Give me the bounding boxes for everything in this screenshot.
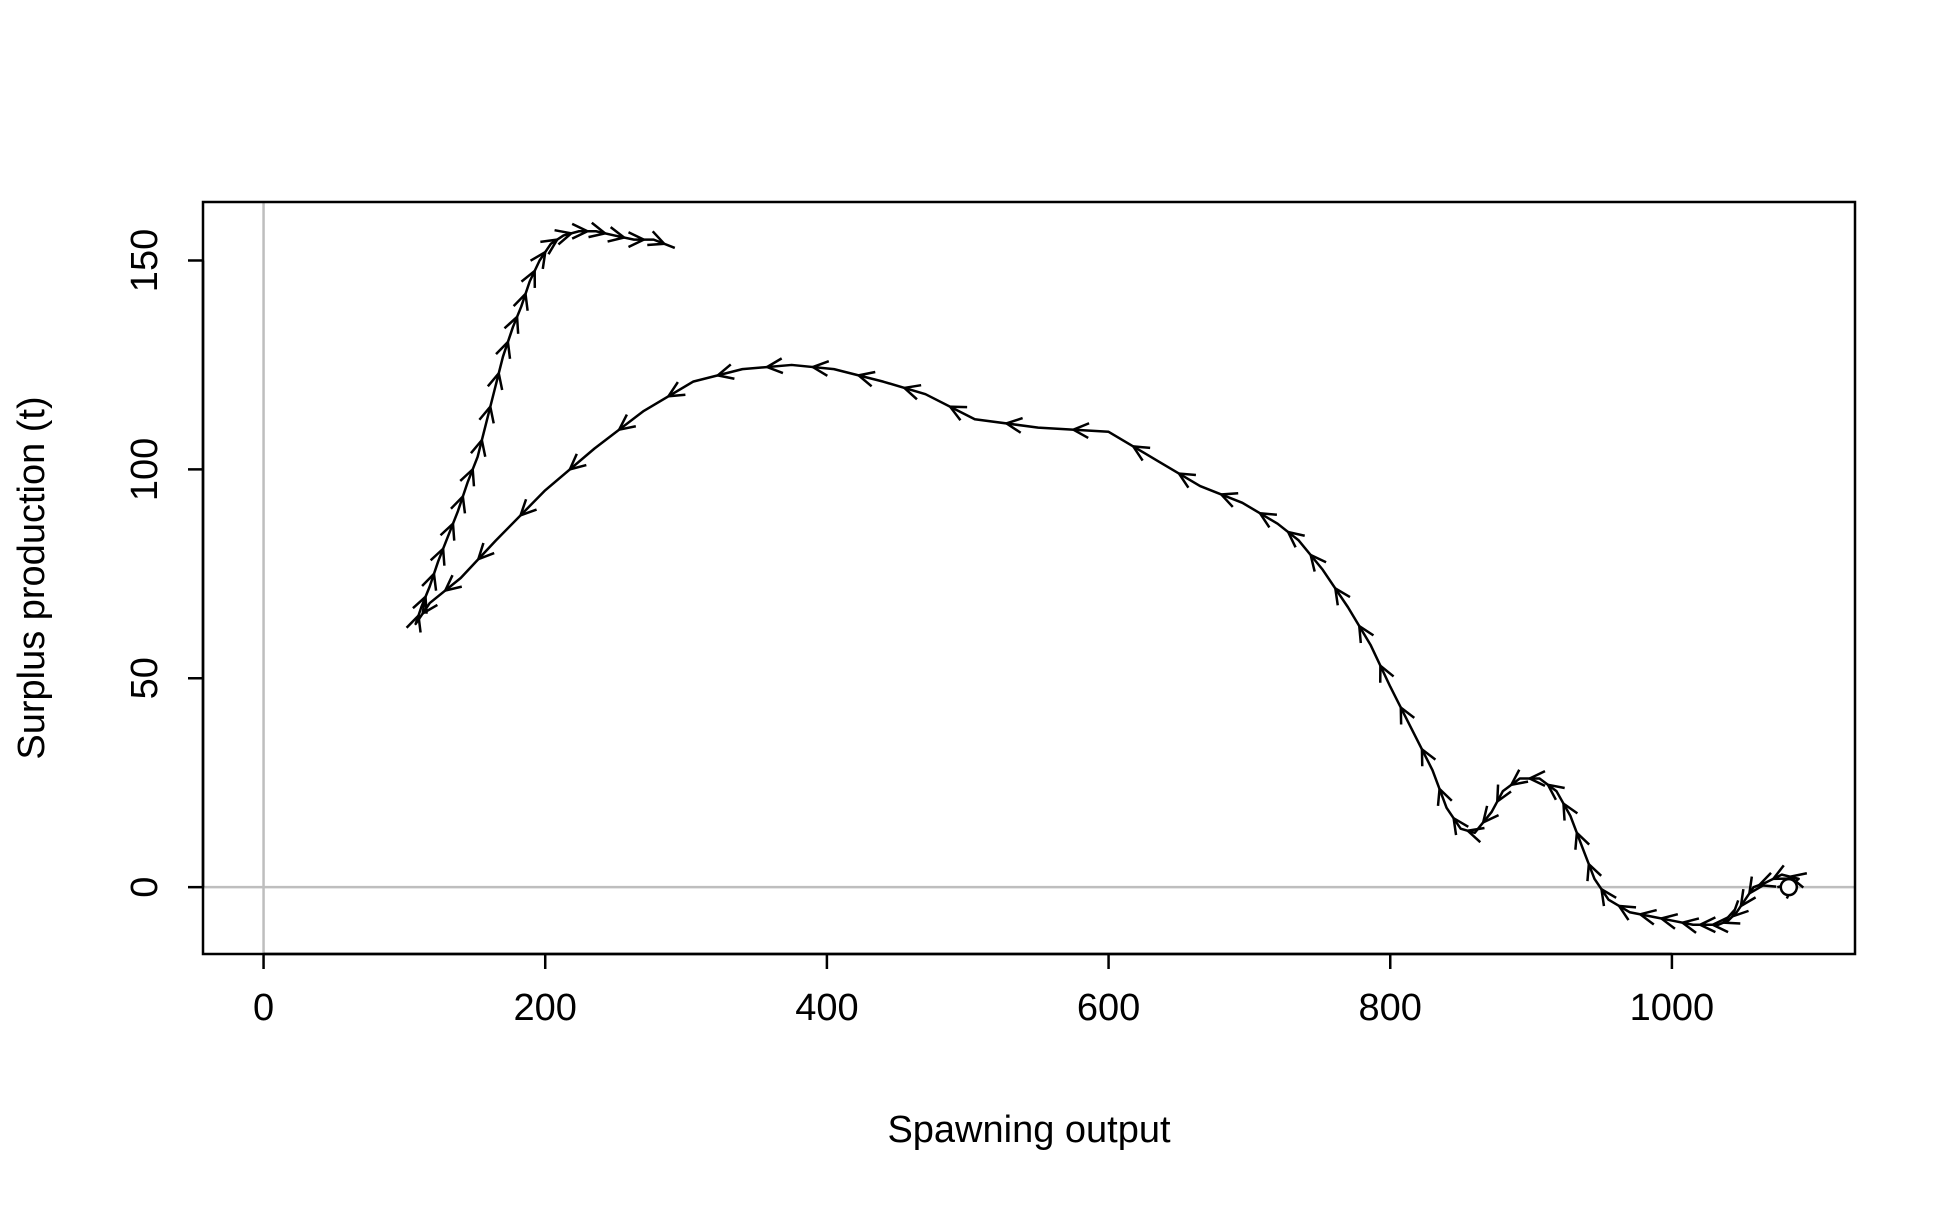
trajectory-arrow <box>503 314 520 334</box>
trajectory-arrow <box>529 249 547 270</box>
x-tick-label: 200 <box>514 987 577 1029</box>
start-point-marker <box>1779 877 1799 897</box>
trajectory-arrow <box>1070 422 1090 440</box>
trajectory-arrow <box>607 226 627 243</box>
trajectory-arrow <box>429 546 446 566</box>
trajectory-arrow <box>421 571 438 591</box>
trajectory-arrow <box>412 594 428 614</box>
x-tick-label: 800 <box>1359 987 1422 1029</box>
trajectory-arrow <box>1464 826 1485 844</box>
trajectory-arrow <box>714 363 735 380</box>
trajectory-arrow <box>855 370 876 388</box>
trajectory-arrow <box>1420 746 1437 767</box>
y-tick-label: 0 <box>124 877 166 898</box>
trajectory-arrow <box>1739 888 1757 909</box>
y-axis-title: Surplus production (t) <box>11 396 53 759</box>
trajectory-arrow <box>518 498 538 518</box>
trajectory-arrow <box>616 413 637 432</box>
trajectory-arrow <box>1709 916 1729 934</box>
trajectory-arrow <box>1616 904 1637 921</box>
trajectory-arrow <box>1658 913 1679 930</box>
trajectory-arrow <box>476 542 495 562</box>
x-tick-label: 0 <box>253 987 274 1029</box>
trajectory-arrow <box>1787 872 1808 889</box>
trajectory-arrow <box>1452 815 1469 836</box>
trajectory-arrow <box>512 291 529 311</box>
trajectory-arrow <box>450 493 467 514</box>
trajectory-arrow <box>764 357 784 375</box>
trajectory-arrow <box>567 453 587 472</box>
trajectory-arrow <box>1333 586 1351 606</box>
trajectory-arrow <box>554 228 575 246</box>
trajectory-arrow <box>1495 784 1512 805</box>
x-axis: 0 200 400 600 800 1000 <box>253 952 1715 1029</box>
trajectory-arrow <box>1574 830 1591 850</box>
x-tick-label: 400 <box>795 987 858 1029</box>
y-tick-label: 50 <box>124 657 166 699</box>
trajectory-arrow <box>1176 472 1197 489</box>
trajectory-arrow <box>1720 909 1741 925</box>
trajectory-arrow <box>1747 876 1765 896</box>
trajectory-arrow <box>1357 623 1375 644</box>
trajectory-arrow <box>520 268 537 288</box>
reference-lines <box>203 202 1855 954</box>
trajectory-arrow <box>1599 886 1617 907</box>
x-axis-title: Spawning output <box>887 1109 1171 1151</box>
trajectory-arrow <box>540 238 560 255</box>
trajectory-arrow <box>627 231 647 249</box>
trajectory-arrow <box>1308 552 1327 572</box>
trajectory-arrow <box>439 521 456 541</box>
trajectory-arrow <box>1481 805 1500 825</box>
trajectory-arrow <box>1697 916 1716 934</box>
trajectory-arrow <box>1003 416 1024 434</box>
trajectory-arrow <box>1730 899 1749 919</box>
trajectory-arrow <box>1637 908 1657 926</box>
trajectory-arrow <box>1257 511 1278 529</box>
trajectory-arrow <box>947 405 968 421</box>
trajectory-arrow <box>442 574 463 593</box>
trajectory-arrow <box>1770 864 1791 881</box>
trajectory-arrow <box>421 596 439 616</box>
trajectory-arrow <box>901 383 922 401</box>
trajectory-arrow <box>809 360 830 377</box>
y-tick-label: 150 <box>124 229 166 292</box>
y-axis: 0 50 100 150 <box>124 229 205 898</box>
trajectory-arrow <box>588 221 608 239</box>
trajectory-arrow <box>571 222 591 240</box>
trajectory-arrow <box>1399 704 1416 725</box>
trajectory-arrow <box>1379 663 1395 683</box>
trajectory-arrow <box>665 381 686 398</box>
trajectory-arrow <box>1562 801 1579 821</box>
trajectory-arrow <box>405 612 422 633</box>
trajectory-arrow <box>1218 491 1239 508</box>
trajectory-arrow <box>1545 783 1565 801</box>
x-tick-label: 1000 <box>1630 987 1715 1029</box>
trajectory-arrow <box>1436 786 1453 807</box>
trajectory-arrow <box>1756 871 1777 888</box>
y-tick-label: 100 <box>124 438 166 501</box>
trajectory-arrow <box>1586 861 1603 882</box>
trajectory-arrow <box>1526 770 1546 788</box>
trajectory-arrow <box>469 437 487 458</box>
series-layer <box>405 221 1808 934</box>
x-tick-label: 600 <box>1077 987 1140 1029</box>
trajectory-arrow <box>459 466 476 487</box>
trajectory-arrow <box>495 339 512 359</box>
trajectory-arrow <box>1130 444 1151 462</box>
trajectory-arrow <box>478 403 495 424</box>
trajectory-arrow <box>647 230 667 247</box>
trajectory-arrow <box>1285 530 1305 548</box>
trajectory-line <box>414 229 1800 927</box>
trajectory-arrow <box>486 370 504 391</box>
trajectory-arrow <box>1509 769 1529 787</box>
trajectory-arrow <box>1679 917 1700 934</box>
